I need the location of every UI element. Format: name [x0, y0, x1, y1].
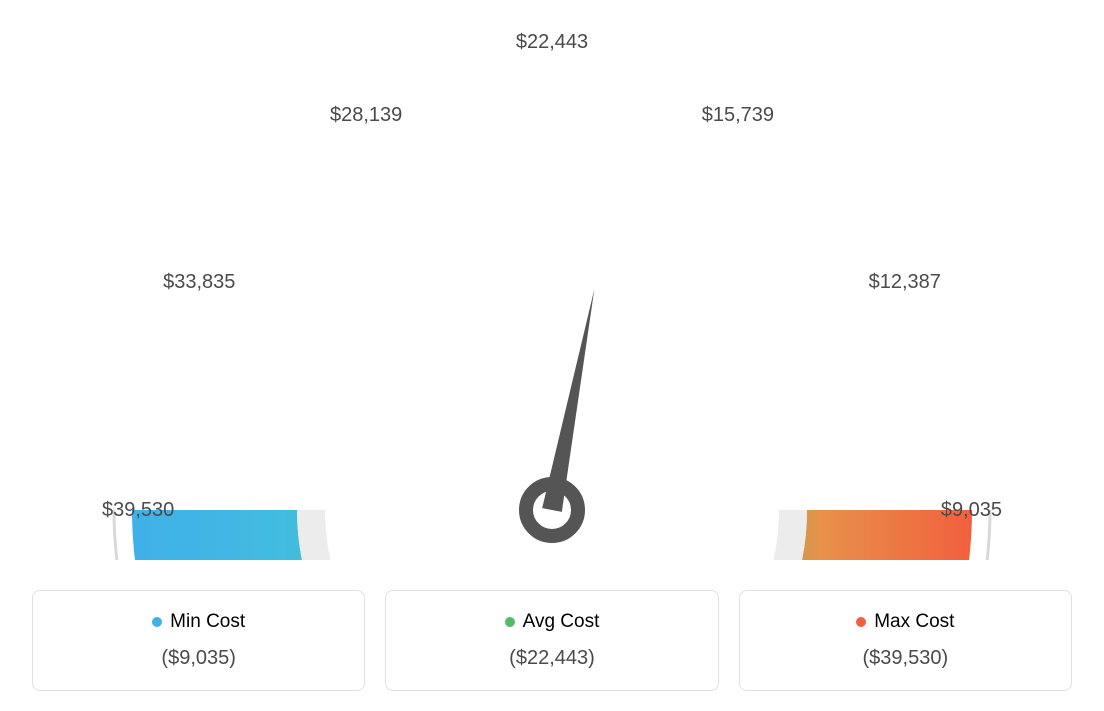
- svg-text:$12,387: $12,387: [869, 271, 941, 293]
- legend-label-max: Max Cost: [874, 611, 954, 633]
- svg-text:$15,739: $15,739: [702, 104, 774, 126]
- legend-value-max: ($39,530): [750, 647, 1061, 670]
- dot-avg: [505, 617, 515, 627]
- legend-card-max: Max Cost ($39,530): [739, 590, 1072, 691]
- legend-label-min: Min Cost: [170, 611, 245, 633]
- legend-label-avg: Avg Cost: [523, 611, 600, 633]
- gauge-svg: $9,035 $12,387 $15,739 $22,443 $28,139 $33,83…: [22, 20, 1082, 560]
- dot-min: [152, 617, 162, 627]
- legend-card-avg: Avg Cost ($22,443): [385, 590, 718, 691]
- svg-text:$9,035: $9,035: [941, 499, 1002, 521]
- legend-card-min: Min Cost ($9,035): [32, 590, 365, 691]
- legend-value-min: ($9,035): [43, 647, 354, 670]
- svg-text:$39,530: $39,530: [102, 499, 174, 521]
- svg-text:$33,835: $33,835: [163, 271, 235, 293]
- dot-max: [856, 617, 866, 627]
- legend-value-avg: ($22,443): [396, 647, 707, 670]
- svg-text:$22,443: $22,443: [516, 31, 588, 53]
- cost-gauge-chart: $9,035 $12,387 $15,739 $22,443 $28,139 $33,83…: [22, 20, 1082, 691]
- svg-text:$28,139: $28,139: [330, 104, 402, 126]
- legend-row: Min Cost ($9,035) Avg Cost ($22,443) Max…: [22, 590, 1082, 691]
